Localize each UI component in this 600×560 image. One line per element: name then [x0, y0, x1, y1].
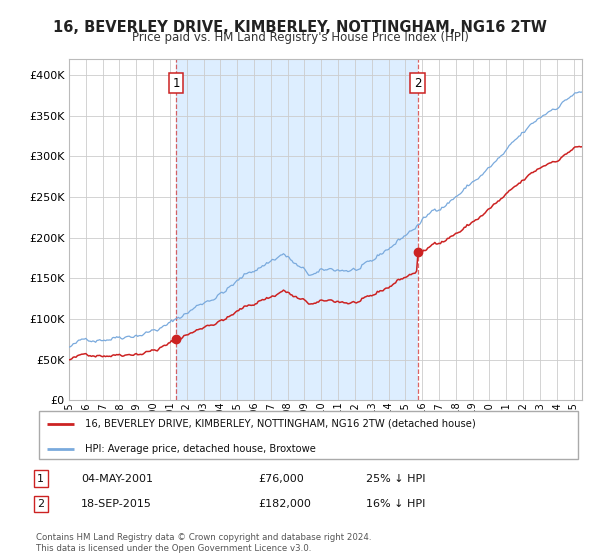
Text: £182,000: £182,000 — [258, 499, 311, 509]
Bar — [176, 59, 418, 400]
Text: Contains HM Land Registry data © Crown copyright and database right 2024.
This d: Contains HM Land Registry data © Crown c… — [36, 533, 371, 553]
Text: 18-SEP-2015: 18-SEP-2015 — [81, 499, 152, 509]
Text: 1: 1 — [172, 77, 180, 90]
Text: 1: 1 — [37, 474, 44, 484]
Text: £76,000: £76,000 — [258, 474, 304, 484]
Text: HPI: Average price, detached house, Broxtowe: HPI: Average price, detached house, Brox… — [85, 444, 316, 454]
Text: 04-MAY-2001: 04-MAY-2001 — [81, 474, 153, 484]
Text: 16% ↓ HPI: 16% ↓ HPI — [366, 499, 425, 509]
Text: 2: 2 — [414, 77, 421, 90]
Text: 25% ↓ HPI: 25% ↓ HPI — [366, 474, 425, 484]
Text: 16, BEVERLEY DRIVE, KIMBERLEY, NOTTINGHAM, NG16 2TW (detached house): 16, BEVERLEY DRIVE, KIMBERLEY, NOTTINGHA… — [85, 419, 476, 429]
Text: Price paid vs. HM Land Registry's House Price Index (HPI): Price paid vs. HM Land Registry's House … — [131, 31, 469, 44]
Text: 16, BEVERLEY DRIVE, KIMBERLEY, NOTTINGHAM, NG16 2TW: 16, BEVERLEY DRIVE, KIMBERLEY, NOTTINGHA… — [53, 20, 547, 35]
Text: 2: 2 — [37, 499, 44, 509]
FancyBboxPatch shape — [39, 412, 578, 459]
